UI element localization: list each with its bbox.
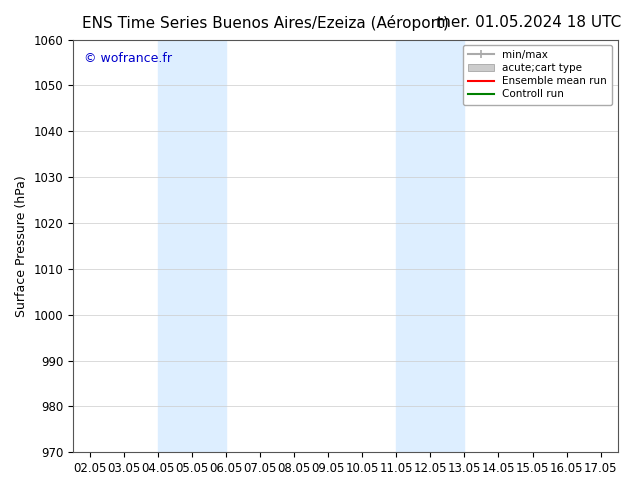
Legend: min/max, acute;cart type, Ensemble mean run, Controll run: min/max, acute;cart type, Ensemble mean … bbox=[463, 45, 612, 104]
Y-axis label: Surface Pressure (hPa): Surface Pressure (hPa) bbox=[15, 175, 28, 317]
Text: © wofrance.fr: © wofrance.fr bbox=[84, 52, 172, 65]
Bar bbox=[396, 40, 465, 452]
Text: ENS Time Series Buenos Aires/Ezeiza (Aéroport): ENS Time Series Buenos Aires/Ezeiza (Aér… bbox=[82, 15, 450, 31]
Bar bbox=[158, 40, 226, 452]
Text: mer. 01.05.2024 18 UTC: mer. 01.05.2024 18 UTC bbox=[436, 15, 621, 30]
